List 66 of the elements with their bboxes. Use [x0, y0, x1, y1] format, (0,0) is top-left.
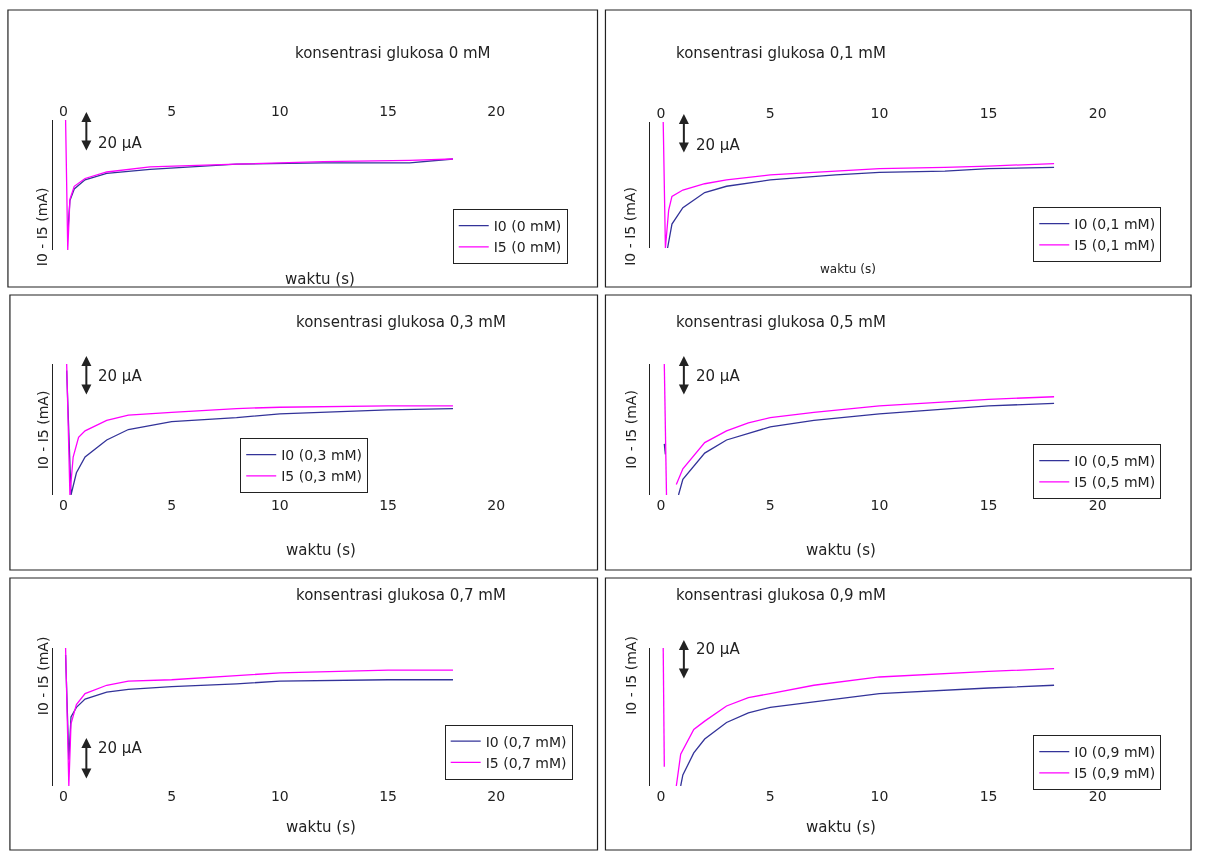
- legend-label: I0 (0,1 mM): [1074, 216, 1156, 233]
- legend-label: I5 (0,3 mM): [281, 468, 363, 485]
- annotation: 20 µA: [696, 136, 741, 154]
- legend-label: I0 (0,5 mM): [1074, 453, 1156, 470]
- annotation: 20 µA: [98, 134, 143, 152]
- legend-label: I5 (0,9 mM): [1074, 765, 1156, 782]
- x-axis-title: waktu (s): [286, 818, 356, 836]
- chart-title: konsentrasi glukosa 0,7 mM: [296, 586, 506, 604]
- x-axis-title: waktu (s): [285, 270, 355, 288]
- y-axis-title: I0 - I5 (mA): [35, 636, 52, 716]
- x-tick-label: 20: [1088, 105, 1107, 122]
- annotation: 20 µA: [98, 739, 143, 757]
- legend-label: I5 (0 mM): [493, 239, 562, 256]
- x-tick-label: 5: [765, 105, 775, 122]
- x-tick-label: 15: [979, 105, 998, 122]
- x-tick-label: 0: [58, 103, 68, 120]
- x-tick-label: 15: [979, 788, 998, 804]
- x-tick-label: 20: [487, 497, 506, 513]
- x-axis-title: waktu (s): [820, 262, 876, 276]
- x-tick-label: 10: [870, 788, 889, 804]
- y-axis-title: I0 - I5 (mA): [35, 390, 52, 470]
- chart-title: konsentrasi glukosa 0,5 mM: [676, 313, 886, 331]
- x-tick-label: 0: [58, 497, 68, 513]
- y-axis-title: I0 - I5 (mA): [621, 187, 638, 266]
- annotation: 20 µA: [696, 367, 741, 385]
- y-axis-title: I0 - I5 (mA): [622, 390, 639, 469]
- x-tick-label: 15: [379, 788, 397, 804]
- x-tick-label: 0: [656, 105, 666, 122]
- y-axis-title: I0 - I5 (mA): [34, 187, 51, 267]
- x-tick-label: 10: [270, 103, 289, 120]
- x-tick-label: 15: [379, 103, 397, 120]
- legend-label: I0 (0,3 mM): [281, 447, 363, 464]
- x-tick-label: 5: [167, 497, 177, 513]
- x-axis-title: waktu (s): [806, 541, 876, 559]
- x-tick-label: 15: [979, 497, 998, 513]
- y-axis-title: I0 - I5 (mA): [622, 636, 639, 715]
- chart-title: konsentrasi glukosa 0 mM: [295, 44, 491, 62]
- annotation: 20 µA: [696, 640, 741, 658]
- x-tick-label: 10: [270, 788, 289, 804]
- x-tick-label: 10: [870, 497, 889, 513]
- x-tick-label: 5: [167, 103, 177, 120]
- x-tick-label: 5: [167, 788, 177, 804]
- legend-label: I5 (0,5 mM): [1074, 474, 1156, 491]
- chart-title: konsentrasi glukosa 0,9 mM: [676, 586, 886, 604]
- annotation: 20 µA: [98, 367, 143, 385]
- x-tick-label: 5: [765, 788, 775, 804]
- x-tick-label: 5: [765, 497, 775, 513]
- x-axis-title: waktu (s): [286, 541, 356, 559]
- x-tick-label: 20: [1088, 788, 1107, 804]
- x-tick-label: 20: [487, 788, 506, 804]
- x-tick-label: 0: [656, 497, 666, 513]
- x-tick-label: 10: [870, 105, 889, 122]
- legend-label: I0 (0,7 mM): [485, 733, 567, 750]
- x-axis-title: waktu (s): [806, 818, 876, 836]
- x-tick-label: 10: [270, 497, 289, 513]
- legend-label: I0 (0,9 mM): [1074, 744, 1156, 761]
- chart-title: konsentrasi glukosa 0,3 mM: [296, 313, 506, 331]
- legend-label: I5 (0,1 mM): [1074, 237, 1156, 254]
- legend-label: I5 (0,7 mM): [485, 754, 567, 771]
- x-tick-label: 0: [58, 788, 68, 804]
- x-tick-label: 0: [656, 788, 666, 804]
- x-tick-label: 20: [487, 103, 506, 120]
- legend-label: I0 (0 mM): [493, 218, 562, 235]
- x-tick-label: 20: [1088, 497, 1107, 513]
- chart-title: konsentrasi glukosa 0,1 mM: [676, 44, 886, 62]
- x-tick-label: 15: [379, 497, 397, 513]
